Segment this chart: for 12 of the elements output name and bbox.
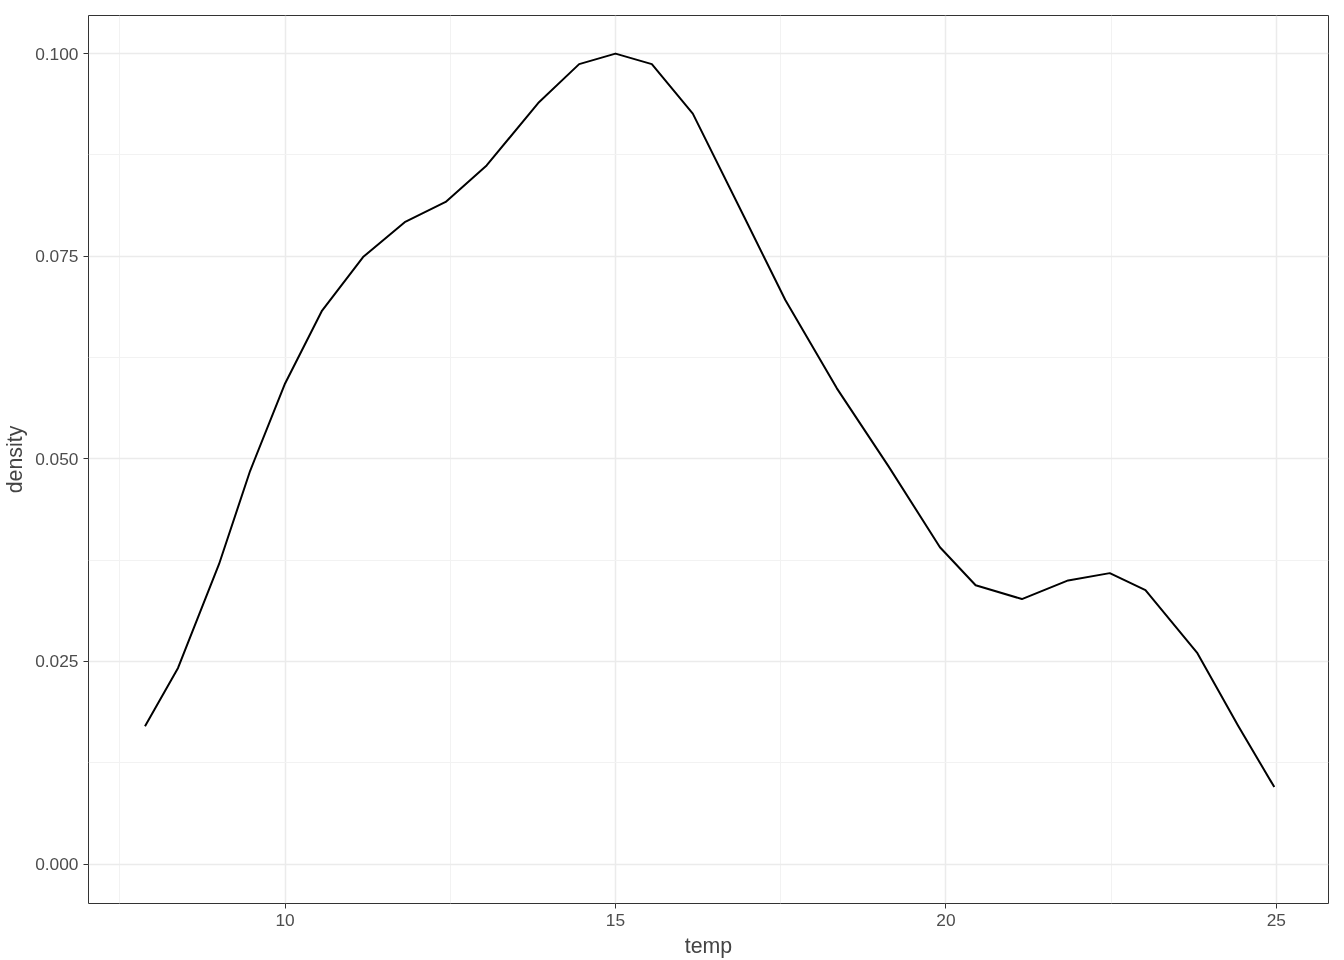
y-tick-label: 0.025 xyxy=(35,651,79,672)
y-axis-title: density xyxy=(3,425,28,494)
line-series xyxy=(144,52,1276,789)
y-tick-label: 0.050 xyxy=(35,448,79,469)
y-tick-label: 0.075 xyxy=(35,246,79,267)
x-tick-label: 10 xyxy=(275,909,295,930)
x-axis-title: temp xyxy=(684,933,733,958)
x-tick-label: 15 xyxy=(605,909,626,930)
x-tick-label: 20 xyxy=(936,909,956,930)
y-tick-label: 0.100 xyxy=(35,43,79,64)
y-tick-label: 0.000 xyxy=(35,854,79,875)
x-tick-label: 25 xyxy=(1266,909,1286,930)
